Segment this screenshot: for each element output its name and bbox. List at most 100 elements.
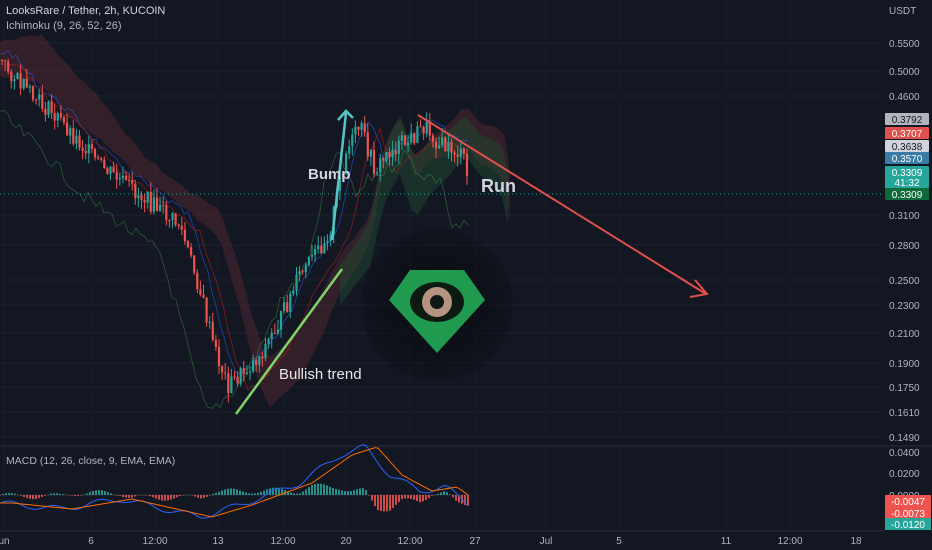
macd-histogram-bar <box>362 488 364 495</box>
macd-histogram-bar <box>326 485 328 495</box>
macd-histogram-bar <box>371 495 373 501</box>
macd-histogram-bar <box>176 495 178 498</box>
price-badge <box>885 113 929 125</box>
macd-histogram-bar <box>368 495 370 496</box>
candle-body <box>131 180 134 184</box>
eye-in-diamond-icon <box>389 270 485 353</box>
macd-histogram-bar <box>182 495 184 496</box>
candle-body <box>298 271 301 275</box>
candle-body <box>388 152 391 158</box>
macd-histogram-bar <box>410 495 412 499</box>
macd-histogram-bar <box>14 493 16 495</box>
macd-histogram-bar <box>224 489 226 495</box>
candle-body <box>59 113 62 118</box>
candle-body <box>245 372 248 374</box>
x-tick-label: 12:00 <box>270 536 295 547</box>
candle-body <box>301 271 304 273</box>
candle-body <box>462 148 465 154</box>
x-tick-label: 13 <box>212 536 224 547</box>
macd-histogram-bar <box>50 493 52 495</box>
candle-body <box>7 61 10 72</box>
macd-histogram-bar <box>200 495 202 499</box>
macd-label[interactable]: MACD (12, 26, close, 9, EMA, EMA) <box>6 455 175 467</box>
candle-body <box>382 158 385 161</box>
macd-histogram-bar <box>356 489 358 495</box>
candle-body <box>314 249 317 255</box>
candle-body <box>360 123 363 130</box>
candle-body <box>0 60 4 61</box>
candle-body <box>403 135 407 146</box>
macd-histogram-bar <box>431 495 433 496</box>
candle-body <box>385 152 388 161</box>
time-axis-labels[interactable]: un 6 12:00 13 12:00 20 12:00 27 Jul 5 11 12:00 18 <box>0 536 862 547</box>
candle-body <box>450 141 453 153</box>
macd-histogram-bar <box>149 495 151 497</box>
macd-histogram-bar <box>56 493 58 495</box>
macd-histogram-bar <box>398 495 400 502</box>
y-tick-label: 0.2500 <box>889 276 920 287</box>
macd-histogram-bar <box>221 490 223 495</box>
macd-histogram-bar <box>8 493 10 495</box>
y-tick-label: 0.1610 <box>889 408 920 419</box>
candle-body <box>317 245 320 250</box>
candle-body <box>159 204 162 211</box>
macd-histogram-bar <box>293 493 295 495</box>
macd-histogram-bar <box>0 495 1 496</box>
macd-histogram-bar <box>179 495 181 497</box>
candle-body <box>320 245 323 254</box>
bump-arrow <box>330 109 354 241</box>
candle-body <box>233 376 236 378</box>
candle-body <box>441 137 444 146</box>
macd-histogram-bar <box>380 495 382 511</box>
macd-histogram-bar <box>68 495 70 496</box>
candle-body <box>248 371 252 373</box>
candle-body <box>217 346 221 367</box>
candle-body <box>329 234 332 242</box>
macd-histogram-bar <box>101 490 103 495</box>
candle-body <box>431 135 434 142</box>
macd-histogram-bar <box>443 491 445 495</box>
candle-body <box>447 141 450 152</box>
price-badge <box>885 140 929 152</box>
candle-body <box>205 297 208 323</box>
macd-histogram-bar <box>197 495 199 498</box>
candle-body <box>72 128 75 144</box>
macd-histogram-bar <box>359 488 361 495</box>
candle-body <box>394 149 397 155</box>
candle-body <box>444 137 447 152</box>
macd-histogram-bar <box>227 488 229 495</box>
candle-body <box>19 73 22 89</box>
macd-histogram-bar <box>134 495 136 497</box>
macd-histogram-bar <box>401 495 403 500</box>
price-badge <box>885 152 929 164</box>
macd-histogram-bar <box>158 495 160 500</box>
candle-body <box>438 145 441 149</box>
price-scale[interactable] <box>884 0 932 550</box>
macd-histogram-bar <box>98 490 100 495</box>
macd-histogram-bar <box>455 495 457 501</box>
candle-body <box>341 173 345 178</box>
candle-body <box>199 289 202 295</box>
ichimoku-indicator-label[interactable]: Ichimoku (9, 26, 52, 26) <box>6 20 122 32</box>
bullish-trend-label: Bullish trend <box>279 366 362 383</box>
candle-body <box>214 339 217 347</box>
candle-body <box>434 141 438 149</box>
candle-body <box>345 153 348 174</box>
candle-body <box>146 191 149 203</box>
macd-histogram-bar <box>155 495 157 499</box>
macd-histogram-bar <box>302 491 304 495</box>
macd-histogram-bar <box>416 495 418 502</box>
macd-tick-label: 0.0200 <box>889 469 920 480</box>
macd-histogram-bar <box>383 495 385 512</box>
candle-body <box>152 197 155 212</box>
macd-histogram-bar <box>206 495 208 497</box>
symbol-title[interactable]: LooksRare / Tether, 2h, KUCOIN <box>6 5 165 17</box>
macd-histogram-bar <box>266 489 268 495</box>
macd-histogram-bar <box>203 495 205 498</box>
candle-body <box>221 366 224 373</box>
macd-histogram-bar <box>74 495 76 496</box>
candle-body <box>174 213 177 225</box>
